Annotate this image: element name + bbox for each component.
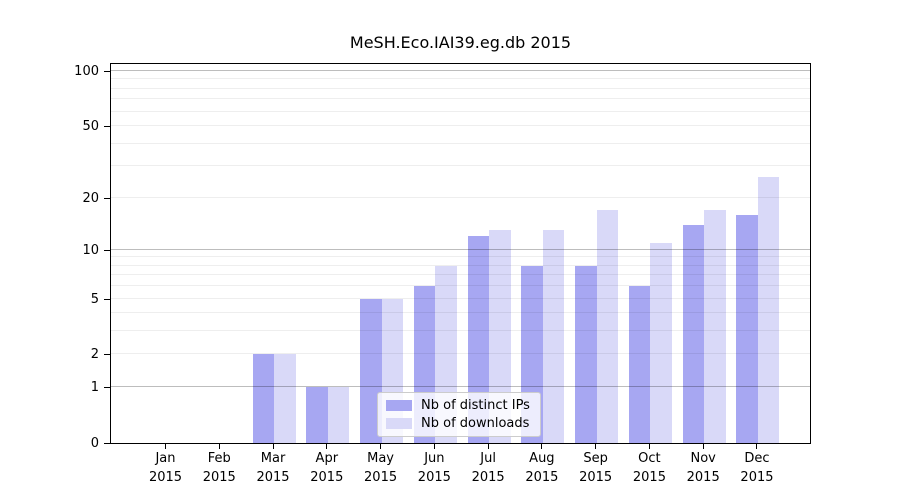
bar-distinct-ips <box>628 286 651 443</box>
x-axis-tick-label: Dec 2015 <box>729 449 785 487</box>
x-axis-tick-label: Jan 2015 <box>138 449 194 487</box>
bar-distinct-ips <box>252 354 275 443</box>
y-axis-tick <box>104 197 110 199</box>
month-label: Apr <box>315 451 339 466</box>
year-label: 2015 <box>202 470 236 485</box>
x-axis-tick-label: Jul 2015 <box>460 449 516 487</box>
bar-distinct-ips <box>736 214 758 443</box>
year-label: 2015 <box>471 470 505 485</box>
y-axis-tick-label: 1 <box>90 380 99 396</box>
legend-swatch-distinct-ips <box>386 400 412 411</box>
year-label: 2015 <box>740 470 774 485</box>
x-axis-tick-label: Nov 2015 <box>675 449 731 487</box>
y-axis-tick <box>104 249 110 251</box>
y-axis-tick-label: 20 <box>82 190 99 206</box>
month-label: Mar <box>260 451 286 466</box>
y-axis-tick <box>104 71 110 72</box>
legend-label: Nb of downloads <box>421 416 530 431</box>
x-axis-tick <box>326 444 328 449</box>
legend-item-distinct-ips: Nb of distinct IPs <box>386 398 530 413</box>
month-label: Nov <box>690 451 716 466</box>
legend-label: Nb of distinct IPs <box>421 398 530 413</box>
bar-downloads <box>327 387 350 443</box>
month-label: May <box>367 451 395 466</box>
x-axis-tick <box>165 444 166 449</box>
year-label: 2015 <box>148 470 183 485</box>
legend-swatch-downloads <box>386 418 412 429</box>
x-axis-tick-label: Jun 2015 <box>406 449 462 487</box>
x-axis-tick-label: Aug 2015 <box>514 449 570 487</box>
bar-downloads <box>542 230 565 443</box>
bar-distinct-ips <box>360 298 382 443</box>
year-label: 2015 <box>632 470 666 485</box>
month-label: Jan <box>155 451 176 466</box>
bar-distinct-ips <box>575 265 597 443</box>
x-axis-tick-label: Apr 2015 <box>299 449 355 487</box>
x-axis-tick <box>702 444 704 449</box>
month-label: Feb <box>207 451 231 466</box>
month-label: Dec <box>744 451 770 466</box>
gridline-minor <box>111 142 810 144</box>
gridline-minor <box>111 125 810 127</box>
x-axis-tick-label: Sep 2015 <box>568 449 624 487</box>
bar-downloads <box>757 177 780 443</box>
month-label: Oct <box>638 451 661 466</box>
y-axis-tick-label: 2 <box>90 347 99 363</box>
year-label: 2015 <box>579 470 613 485</box>
x-axis-tick-label: Feb 2015 <box>191 449 247 487</box>
x-axis-tick-label: Oct 2015 <box>621 449 677 487</box>
x-axis-tick <box>433 444 435 449</box>
year-label: 2015 <box>417 470 451 485</box>
x-axis-tick-label: Mar 2015 <box>245 449 301 487</box>
chart-title: MeSH.Eco.IAI39.eg.db 2015 <box>349 33 572 52</box>
gridline-minor <box>111 87 810 89</box>
y-axis-tick-label: 0 <box>90 436 99 451</box>
bar-downloads <box>650 242 672 443</box>
x-axis-tick <box>648 444 650 449</box>
x-axis-tick <box>756 444 758 449</box>
x-axis-tick <box>218 444 220 449</box>
x-axis-tick <box>272 444 274 449</box>
y-axis-tick <box>104 443 110 444</box>
x-axis-tick <box>487 444 489 449</box>
bar-distinct-ips <box>467 236 490 443</box>
x-axis-tick <box>541 444 543 449</box>
y-axis-tick-label: 10 <box>82 242 99 258</box>
month-label: Jul <box>480 451 496 466</box>
y-axis-tick <box>104 298 110 300</box>
bar-distinct-ips <box>682 224 705 443</box>
gridline-minor <box>111 196 810 198</box>
year-label: 2015 <box>256 470 290 485</box>
gridline-minor <box>111 165 810 167</box>
year-label: 2015 <box>310 470 344 485</box>
y-axis-tick-label: 5 <box>90 291 99 307</box>
bar-downloads <box>274 354 296 443</box>
y-axis-tick <box>104 387 110 389</box>
gridline-minor <box>111 110 810 112</box>
x-axis-tick <box>595 444 597 449</box>
y-axis-tick <box>104 126 110 128</box>
plot-area <box>110 63 811 444</box>
x-axis-tick <box>380 444 382 449</box>
legend-item-downloads: Nb of downloads <box>386 416 530 431</box>
month-label: Sep <box>583 451 608 466</box>
year-label: 2015 <box>686 470 720 485</box>
year-label: 2015 <box>364 470 398 485</box>
year-label: 2015 <box>525 470 559 485</box>
bar-downloads <box>704 210 726 443</box>
bar-downloads <box>489 230 511 443</box>
bar-downloads <box>596 210 619 443</box>
month-label: Jun <box>424 451 445 466</box>
legend: Nb of distinct IPs Nb of downloads <box>377 392 541 437</box>
y-axis-tick-label: 50 <box>82 119 99 135</box>
gridline-major <box>111 70 810 71</box>
y-axis-tick-label: 100 <box>74 64 99 79</box>
bar-distinct-ips <box>306 387 328 443</box>
gridline-minor <box>111 78 810 80</box>
month-label: Aug <box>529 451 555 466</box>
y-axis-tick <box>104 354 110 356</box>
gridline-minor <box>111 98 810 100</box>
x-axis-tick-label: May 2015 <box>353 449 409 487</box>
